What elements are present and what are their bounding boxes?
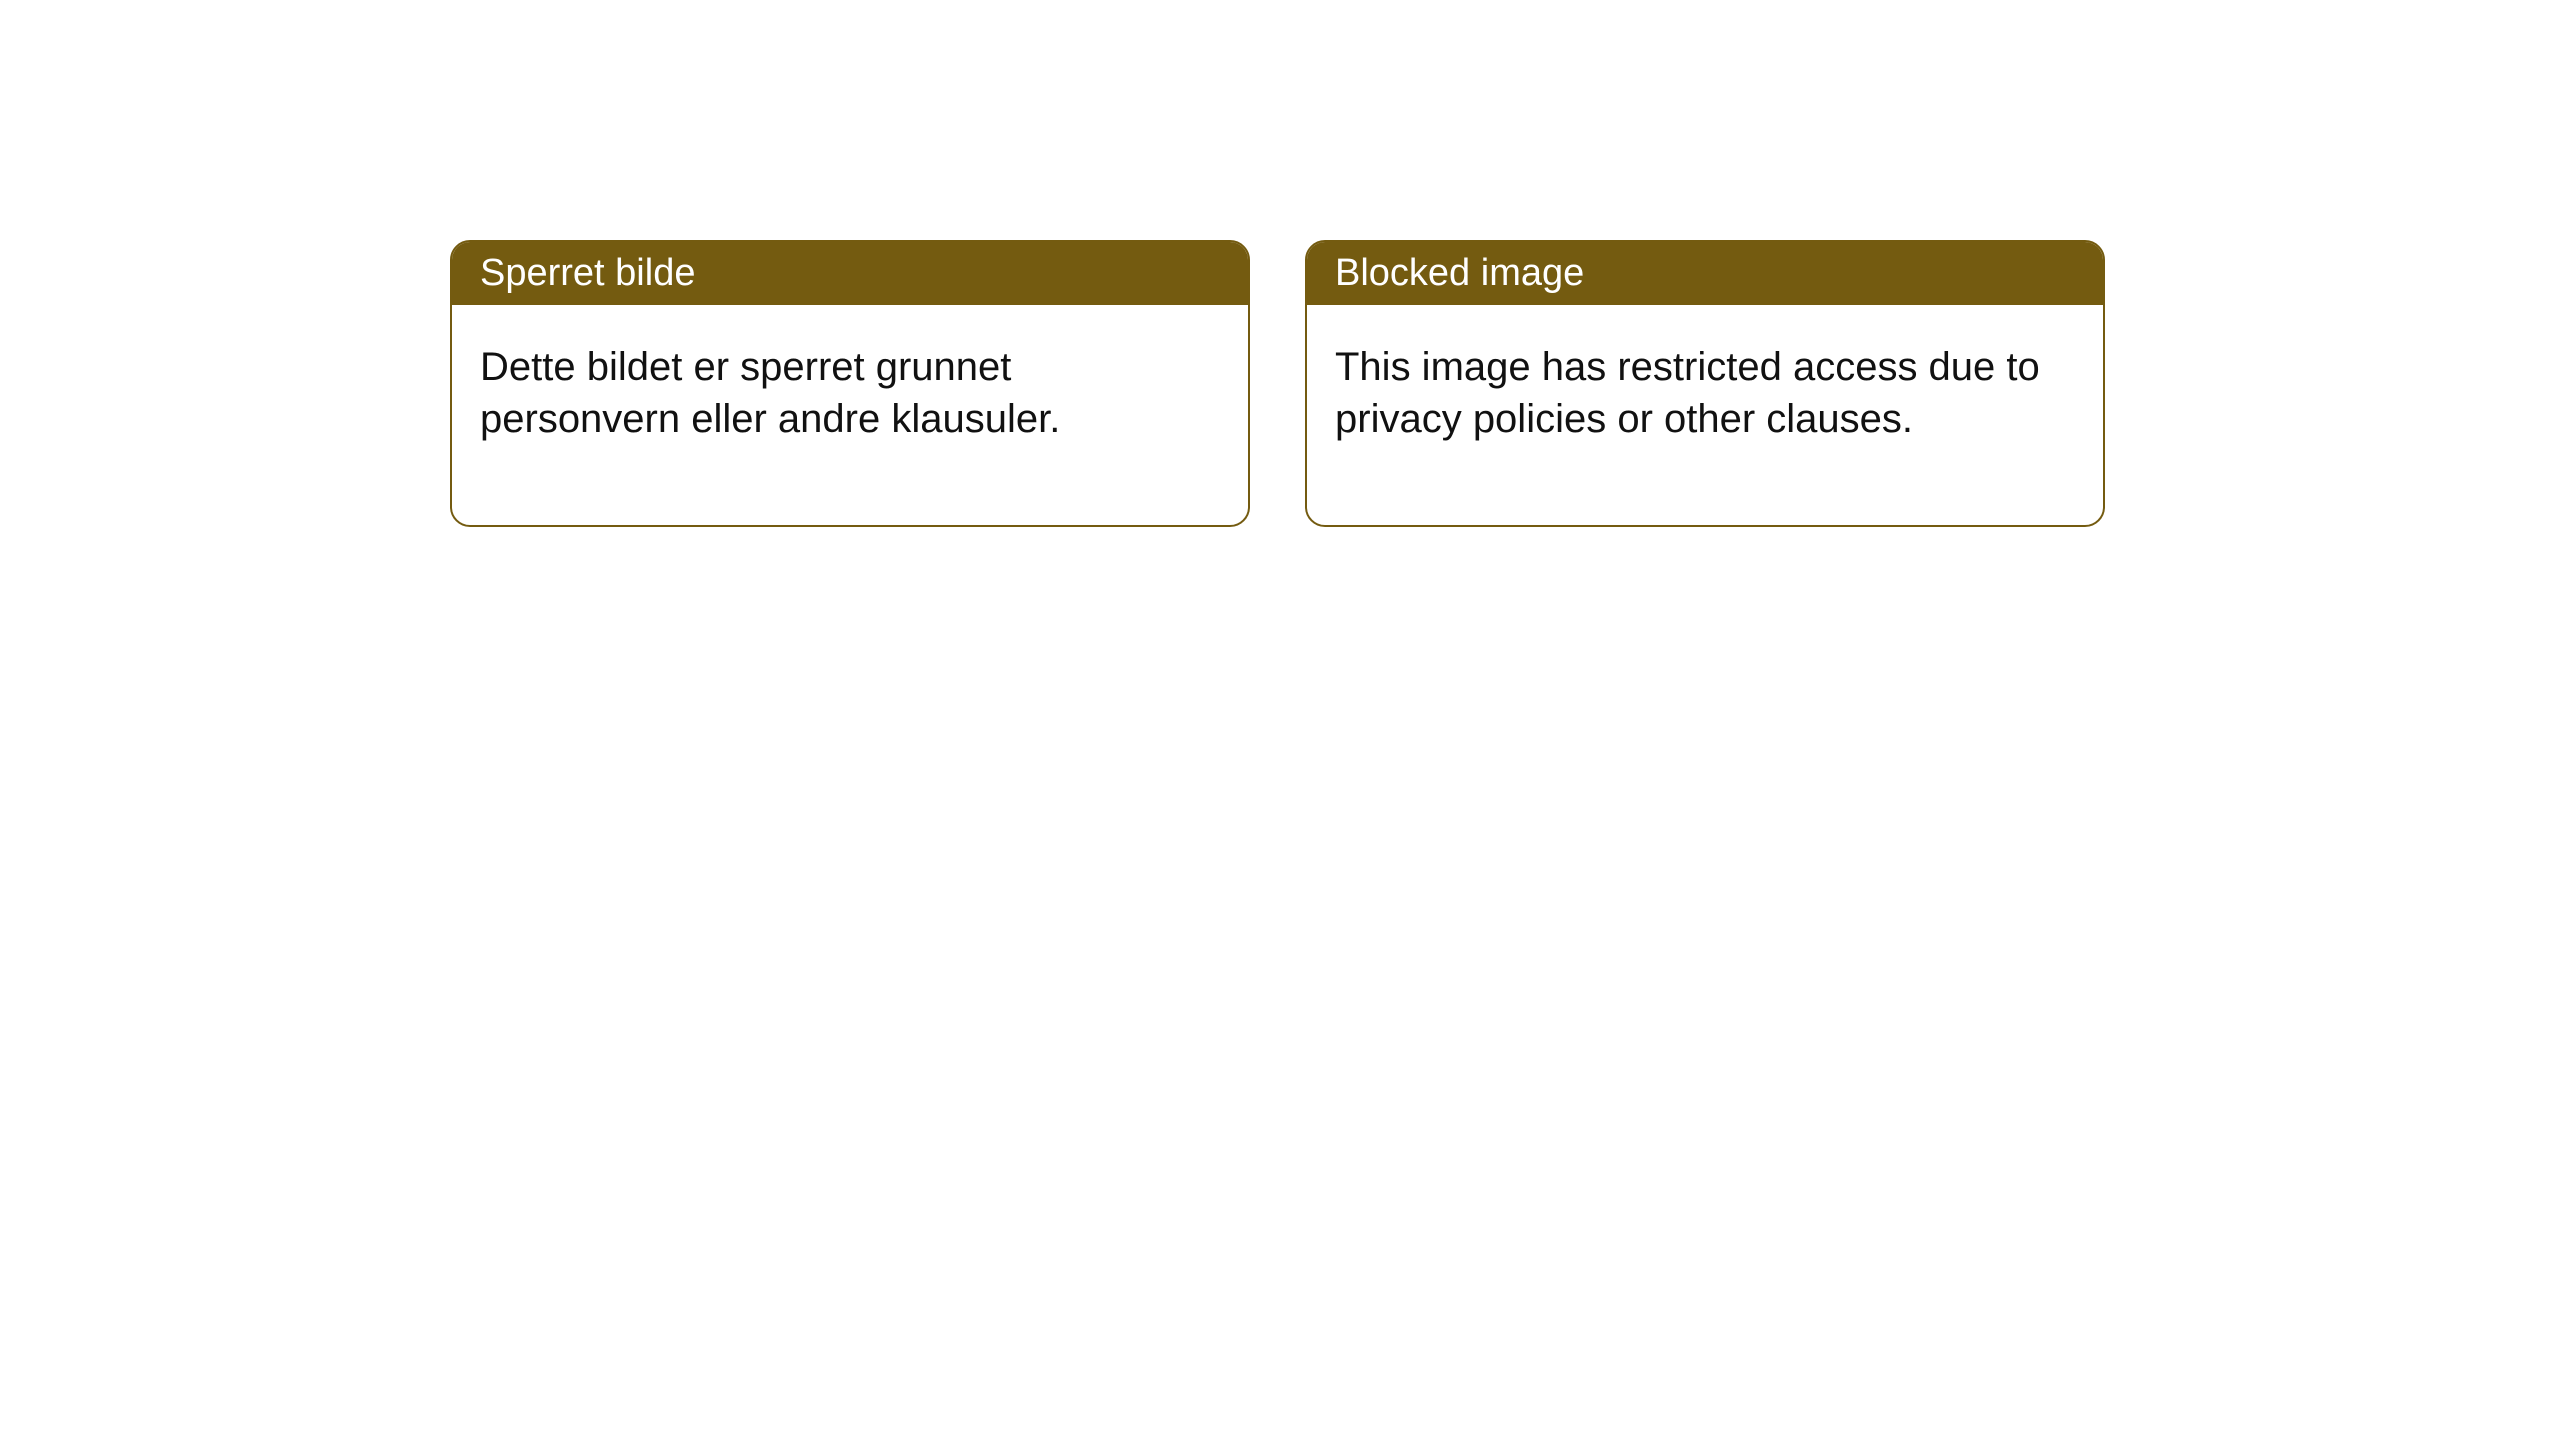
notice-card-english: Blocked image This image has restricted … <box>1305 240 2105 527</box>
notice-header-english: Blocked image <box>1307 242 2103 305</box>
notice-header-norwegian: Sperret bilde <box>452 242 1248 305</box>
notice-body-norwegian: Dette bildet er sperret grunnet personve… <box>452 305 1248 525</box>
notice-body-english: This image has restricted access due to … <box>1307 305 2103 525</box>
notice-container: Sperret bilde Dette bildet er sperret gr… <box>0 0 2560 527</box>
notice-card-norwegian: Sperret bilde Dette bildet er sperret gr… <box>450 240 1250 527</box>
